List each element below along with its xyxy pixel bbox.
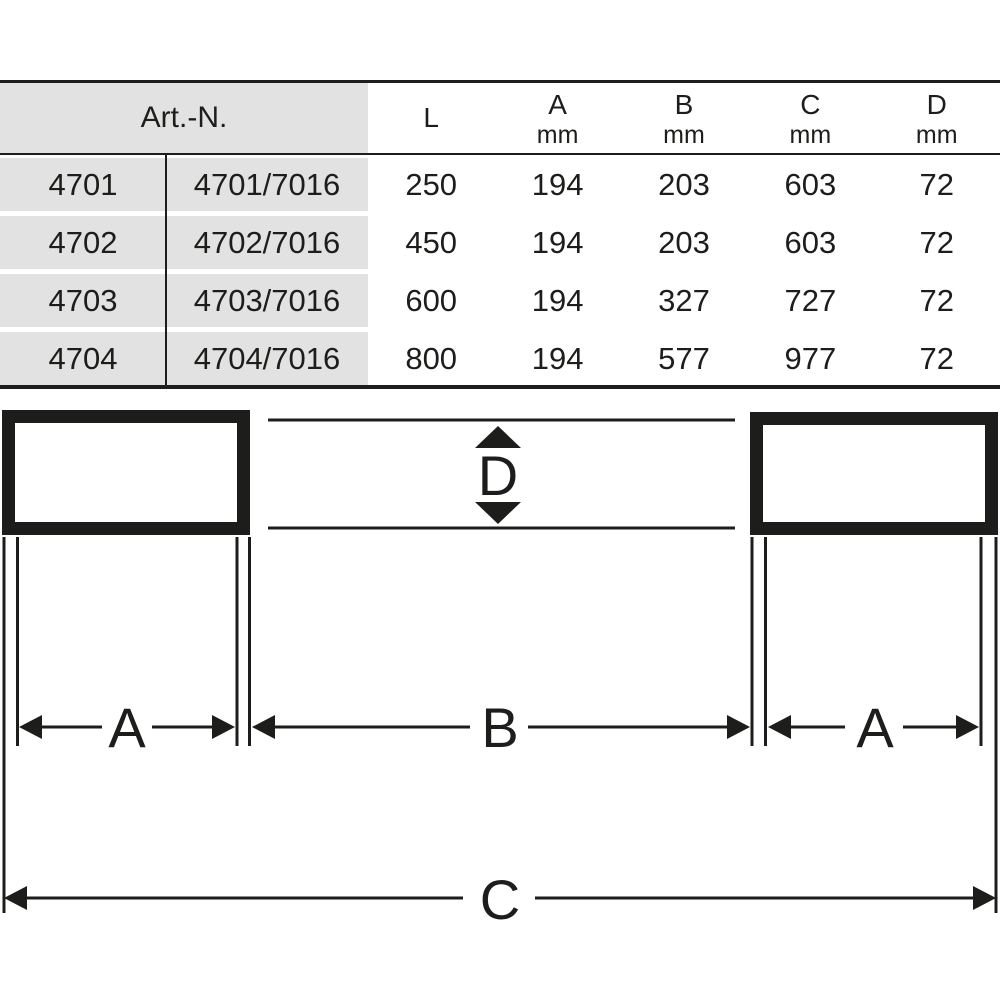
table-row: 4703 4703/7016 600 194 327 727 72: [0, 274, 1000, 327]
col-header-d: D mm: [874, 83, 1000, 153]
table-row: 4702 4702/7016 450 194 203 603 72: [0, 216, 1000, 269]
col-header-unit: mm: [663, 121, 705, 149]
table-header-rule: [0, 153, 1000, 155]
cell-l: 800: [405, 340, 458, 376]
col-header-b: B mm: [621, 83, 747, 153]
cell-a: 194: [531, 166, 584, 202]
table-top-rule: [0, 80, 1000, 83]
cell-a: 194: [531, 224, 584, 260]
arrow-up-icon: [475, 426, 521, 448]
cell-art-number: 4701: [0, 158, 166, 211]
dimension-diagram: D A B A C: [2, 410, 998, 931]
cell-c: 977: [784, 340, 837, 376]
cell-b: 327: [658, 282, 710, 318]
col-header-label: A: [548, 89, 567, 120]
cell-art-variant: 4704/7016: [166, 332, 368, 385]
cell-c: 603: [784, 224, 837, 260]
col-header-label: D: [926, 89, 947, 120]
arrow-right-icon: [973, 886, 996, 910]
dim-label-b: B: [481, 696, 518, 759]
cell-art-variant: 4702/7016: [166, 216, 368, 269]
col-header-l: L: [368, 83, 494, 153]
cell-art-variant: 4701/7016: [166, 158, 368, 211]
cell-b: 577: [658, 340, 710, 376]
arrow-right-icon: [727, 715, 750, 739]
cell-b: 203: [658, 166, 710, 202]
cell-art-number: 4702: [0, 216, 166, 269]
table-header-row: Art.-N. L A mm B mm C mm D mm: [0, 83, 1000, 153]
col-header-unit: mm: [789, 121, 832, 149]
cell-b: 203: [658, 224, 710, 260]
cell-l: 250: [405, 166, 458, 202]
cell-c: 603: [784, 166, 837, 202]
cell-art-number: 4704: [0, 332, 166, 385]
col-header-label: B: [674, 89, 694, 120]
dim-label-d: D: [478, 444, 518, 507]
col-header-unit: mm: [536, 121, 579, 149]
cell-a: 194: [531, 340, 584, 376]
col-header-c: C mm: [747, 83, 873, 153]
col-header-a: A mm: [494, 83, 620, 153]
arrow-left-icon: [4, 886, 27, 910]
col-header-unit: mm: [915, 121, 958, 149]
arrow-right-icon: [956, 715, 979, 739]
dim-label-a-right: A: [856, 696, 894, 759]
cell-d: 72: [919, 166, 954, 202]
arrow-left-icon: [768, 715, 791, 739]
right-profile-section: [750, 412, 998, 535]
cell-l: 450: [405, 224, 458, 260]
table-row: 4701 4701/7016 250 194 203 603 72: [0, 158, 1000, 211]
spec-table: Art.-N. L A mm B mm C mm D mm: [0, 80, 1000, 390]
arrow-right-icon: [212, 715, 235, 739]
dim-label-c: C: [480, 868, 520, 931]
cell-art-variant: 4703/7016: [166, 274, 368, 327]
cell-c: 727: [784, 282, 837, 318]
dim-label-a-left: A: [108, 696, 146, 759]
arrow-left-icon: [252, 715, 275, 739]
arrow-left-icon: [19, 715, 42, 739]
col-header-art-n: Art.-N.: [0, 83, 368, 153]
left-profile-section: [2, 410, 250, 535]
arrow-down-icon: [475, 502, 521, 524]
table-body: 4701 4701/7016 250 194 203 603 72 4702 4…: [0, 158, 1000, 385]
table-bottom-rule: [0, 385, 1000, 389]
cell-d: 72: [919, 340, 954, 376]
cell-l: 600: [405, 282, 458, 318]
cell-d: 72: [919, 282, 954, 318]
table-column-divider: [165, 155, 167, 389]
col-header-label: L: [423, 102, 439, 133]
table-row: 4704 4704/7016 800 194 577 977 72: [0, 332, 1000, 385]
cell-a: 194: [531, 282, 584, 318]
col-header-label: C: [800, 89, 821, 120]
cell-d: 72: [919, 224, 954, 260]
cell-art-number: 4703: [0, 274, 166, 327]
